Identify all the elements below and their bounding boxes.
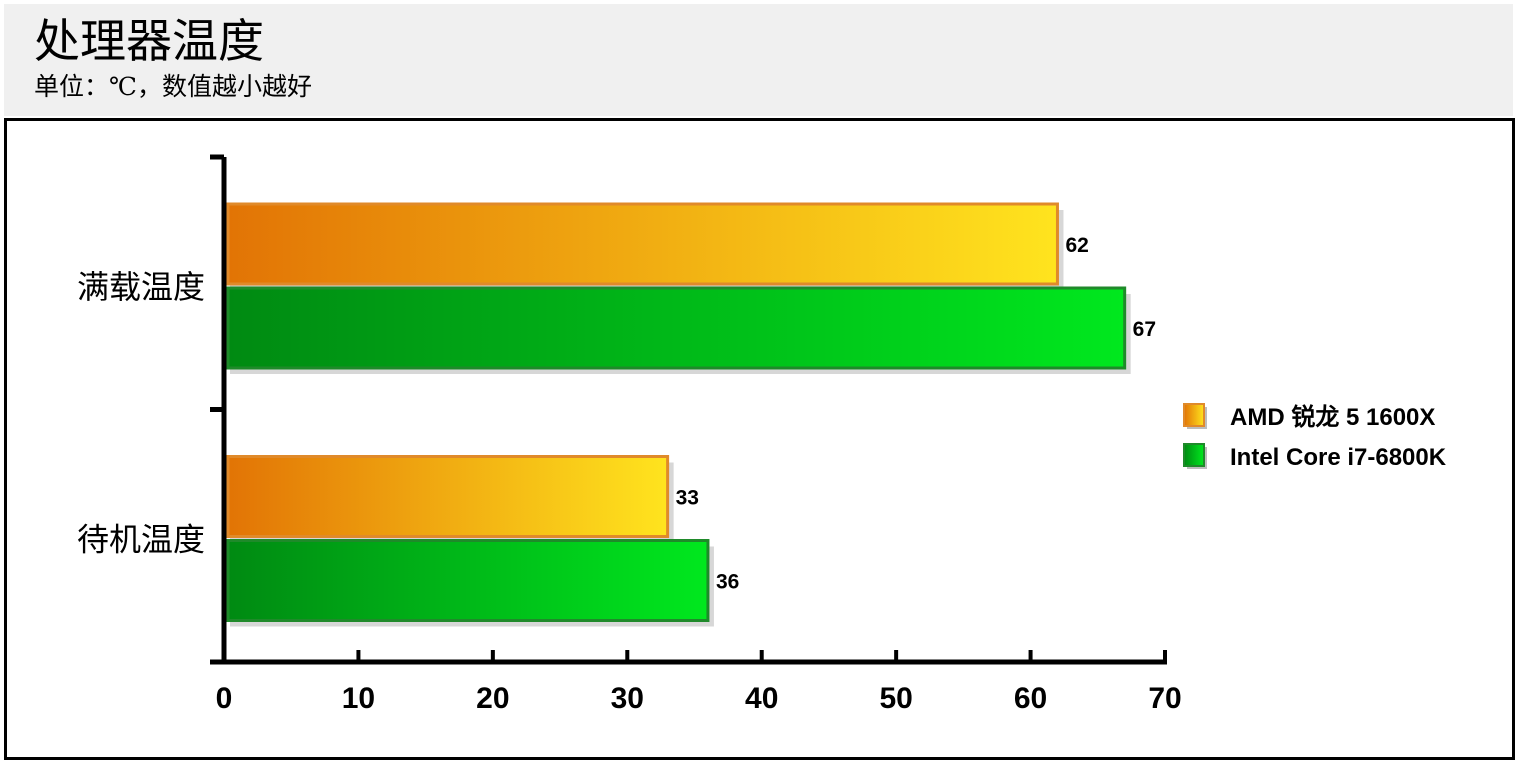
x-tick-label: 60	[1014, 682, 1047, 715]
bar	[226, 202, 1059, 286]
x-tick-label: 30	[611, 682, 644, 715]
x-tick-label: 50	[879, 682, 912, 715]
bar-value-label: 67	[1133, 318, 1156, 341]
bar	[226, 286, 1127, 370]
chart-title: 处理器温度	[34, 14, 264, 68]
x-tick-label: 40	[745, 682, 778, 715]
bar-value-label: 36	[716, 571, 739, 594]
legend-label: Intel Core i7-6800K	[1230, 444, 1447, 471]
bar	[226, 455, 670, 538]
x-tick-label: 20	[476, 682, 509, 715]
category-label: 满载温度	[77, 268, 205, 306]
category-label: 待机温度	[77, 521, 205, 559]
chart-bars: 62 67 33 36	[226, 202, 1156, 627]
bar	[226, 539, 710, 622]
x-tick-label: 0	[216, 682, 233, 715]
bar-value-label: 33	[676, 487, 699, 510]
chart-legend: AMD 锐龙 5 1600X Intel Core i7-6800K	[1183, 403, 1447, 471]
legend-label: AMD 锐龙 5 1600X	[1230, 403, 1435, 431]
x-tick-label: 70	[1148, 682, 1181, 715]
x-tick-label: 10	[342, 682, 375, 715]
bar-value-label: 62	[1065, 234, 1088, 257]
chart-header: 处理器温度 单位：℃，数值越小越好	[4, 4, 1513, 116]
chart-subtitle: 单位：℃，数值越小越好	[34, 72, 312, 101]
legend-swatch	[1183, 403, 1205, 427]
legend-swatch	[1183, 443, 1205, 467]
